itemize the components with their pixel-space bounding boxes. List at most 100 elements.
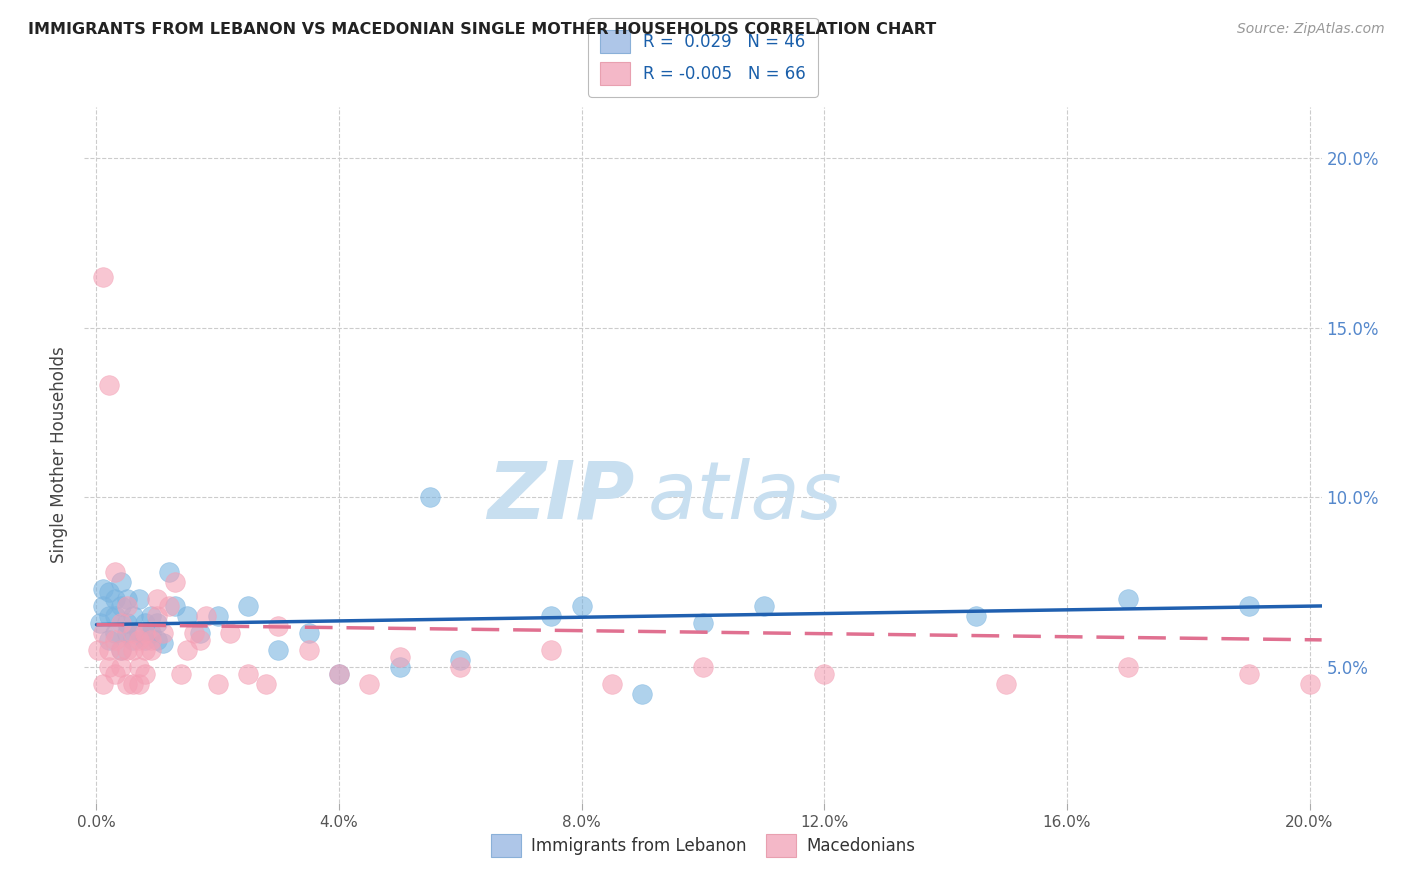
Point	[97, 585, 120, 599]
Point	[91, 599, 114, 613]
Point	[146, 632, 169, 647]
Point	[97, 660, 120, 674]
Point	[359, 677, 381, 691]
Point	[110, 615, 132, 630]
Point	[183, 626, 205, 640]
Point	[128, 592, 150, 607]
Point	[540, 609, 562, 624]
Point	[152, 636, 174, 650]
Point	[298, 643, 321, 657]
Point	[188, 626, 211, 640]
Point	[157, 565, 180, 579]
Point	[122, 609, 145, 624]
Point	[139, 609, 162, 624]
Point	[146, 609, 169, 624]
Point	[115, 599, 138, 613]
Point	[134, 666, 156, 681]
Point	[128, 632, 150, 647]
Point	[194, 609, 217, 624]
Text: atlas: atlas	[647, 458, 842, 536]
Point	[110, 660, 132, 674]
Point	[1360, 666, 1382, 681]
Point	[1298, 677, 1320, 691]
Point	[298, 626, 321, 640]
Point	[110, 575, 132, 590]
Point	[134, 643, 156, 657]
Point	[139, 643, 162, 657]
Point	[104, 609, 127, 624]
Point	[692, 660, 714, 674]
Point	[254, 677, 277, 691]
Point	[207, 677, 229, 691]
Point	[146, 615, 169, 630]
Point	[104, 565, 127, 579]
Point	[388, 660, 411, 674]
Point	[995, 677, 1018, 691]
Point	[115, 677, 138, 691]
Point	[813, 666, 835, 681]
Point	[128, 677, 150, 691]
Point	[104, 592, 127, 607]
Legend: Immigrants from Lebanon, Macedonians: Immigrants from Lebanon, Macedonians	[484, 827, 922, 864]
Point	[139, 626, 162, 640]
Point	[115, 592, 138, 607]
Point	[122, 643, 145, 657]
Point	[207, 609, 229, 624]
Point	[600, 677, 623, 691]
Text: IMMIGRANTS FROM LEBANON VS MACEDONIAN SINGLE MOTHER HOUSEHOLDS CORRELATION CHART: IMMIGRANTS FROM LEBANON VS MACEDONIAN SI…	[28, 22, 936, 37]
Point	[571, 599, 593, 613]
Point	[1116, 592, 1139, 607]
Point	[104, 666, 127, 681]
Point	[692, 615, 714, 630]
Point	[388, 649, 411, 664]
Point	[236, 666, 259, 681]
Point	[328, 666, 350, 681]
Point	[449, 653, 471, 667]
Point	[115, 615, 138, 630]
Point	[188, 632, 211, 647]
Point	[157, 599, 180, 613]
Point	[110, 643, 132, 657]
Point	[146, 592, 169, 607]
Point	[267, 643, 290, 657]
Point	[176, 643, 198, 657]
Point	[540, 643, 562, 657]
Point	[115, 643, 138, 657]
Point	[752, 599, 775, 613]
Y-axis label: Single Mother Households: Single Mother Households	[51, 347, 69, 563]
Point	[1237, 599, 1260, 613]
Text: Source: ZipAtlas.com: Source: ZipAtlas.com	[1237, 22, 1385, 37]
Point	[104, 626, 127, 640]
Point	[170, 666, 193, 681]
Point	[122, 677, 145, 691]
Point	[91, 269, 114, 284]
Point	[219, 626, 242, 640]
Point	[1116, 660, 1139, 674]
Point	[165, 575, 187, 590]
Point	[97, 609, 120, 624]
Point	[91, 582, 114, 596]
Point	[122, 632, 145, 647]
Point	[139, 632, 162, 647]
Point	[631, 687, 654, 701]
Point	[110, 599, 132, 613]
Point	[236, 599, 259, 613]
Point	[91, 626, 114, 640]
Point	[97, 643, 120, 657]
Point	[267, 619, 290, 633]
Point	[176, 609, 198, 624]
Point	[97, 632, 120, 647]
Point	[91, 677, 114, 691]
Point	[128, 626, 150, 640]
Point	[134, 626, 156, 640]
Point	[104, 632, 127, 647]
Point	[115, 626, 138, 640]
Point	[165, 599, 187, 613]
Point	[97, 378, 120, 392]
Point	[110, 643, 132, 657]
Point	[89, 615, 111, 630]
Point	[1237, 666, 1260, 681]
Point	[419, 491, 441, 505]
Point	[134, 615, 156, 630]
Point	[152, 626, 174, 640]
